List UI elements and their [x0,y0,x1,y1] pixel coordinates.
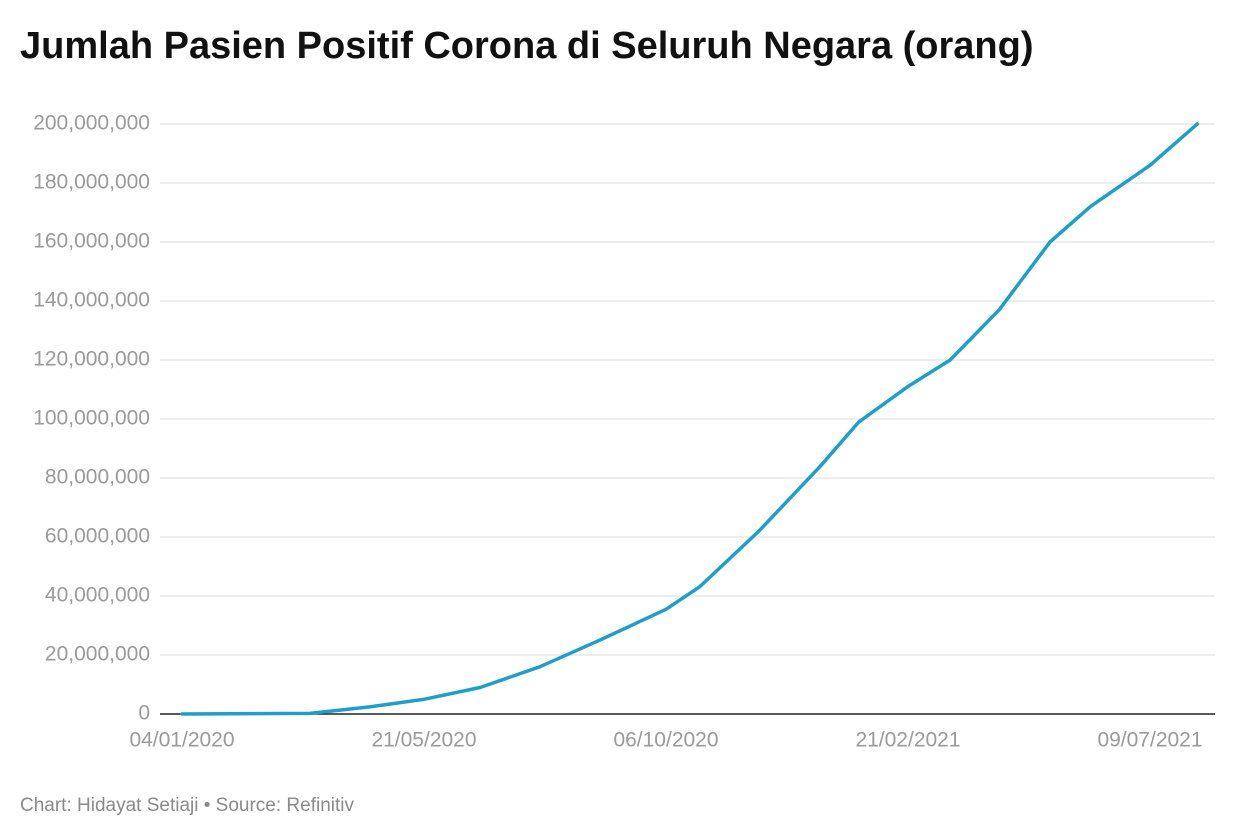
data-line [180,122,1200,716]
y-tick-label: 120,000,000 [33,348,150,371]
y-tick-label: 20,000,000 [45,643,150,666]
y-tick-label: 140,000,000 [33,289,150,312]
y-tick-label: 200,000,000 [33,112,150,135]
source-note: Chart: Hidayat Setiaji • Source: Refinit… [20,795,355,816]
y-tick-label: 180,000,000 [33,171,150,194]
x-tick-label: 04/01/2020 [129,729,234,752]
y-tick-label: 100,000,000 [33,407,150,430]
x-tick-label: 06/10/2020 [613,729,718,752]
y-tick-label: 60,000,000 [45,525,150,548]
x-tick-label: 21/02/2021 [855,729,960,752]
y-tick-label: 0 [138,702,150,725]
chart-title: Jumlah Pasien Positif Corona di Seluruh … [20,25,1034,67]
x-tick-label: 09/07/2021 [1097,729,1202,752]
y-tick-label: 40,000,000 [45,584,150,607]
y-tick-label: 80,000,000 [45,466,150,489]
y-tick-label: 160,000,000 [33,230,150,253]
x-tick-label: 21/05/2020 [371,729,476,752]
